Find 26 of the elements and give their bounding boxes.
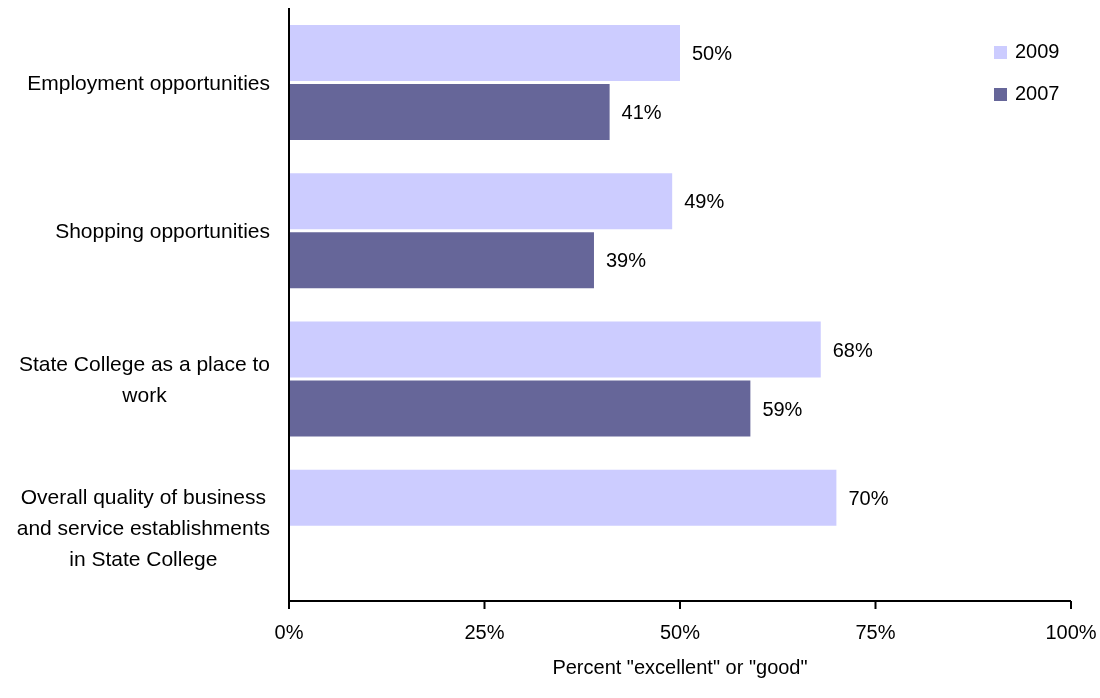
y-tick-label: Shopping opportunities xyxy=(55,218,271,242)
data-label: 50% xyxy=(692,42,733,65)
data-label: 68% xyxy=(832,338,874,361)
data-label: 39% xyxy=(605,249,647,272)
data-label: 70% xyxy=(848,486,889,509)
bar xyxy=(289,321,821,378)
bar xyxy=(289,173,673,230)
x-tick-label: 25% xyxy=(464,621,505,644)
data-label: 59% xyxy=(762,397,803,420)
data-label: 41% xyxy=(621,101,662,124)
x-tick-label: 0% xyxy=(274,621,304,644)
bar xyxy=(289,84,610,140)
bar xyxy=(289,25,680,81)
x-tick-label: 50% xyxy=(659,621,701,644)
bar xyxy=(289,232,594,289)
legend-label: 2007 xyxy=(1015,82,1060,104)
x-tick-label: 100% xyxy=(1045,621,1097,644)
x-tick-label: 75% xyxy=(855,621,896,644)
bar xyxy=(289,380,751,437)
data-label: 49% xyxy=(684,190,725,213)
x-axis-title: Percent "excellent" or "good" xyxy=(552,656,808,678)
y-tick-label: Employment opportunities xyxy=(27,70,270,94)
legend-label: 2009 xyxy=(1015,40,1060,62)
y-tick-label: Overall quality of business and service establishments in State College xyxy=(16,484,270,570)
y-tick-label: State College as a place to work xyxy=(19,351,270,406)
bar xyxy=(289,469,837,526)
